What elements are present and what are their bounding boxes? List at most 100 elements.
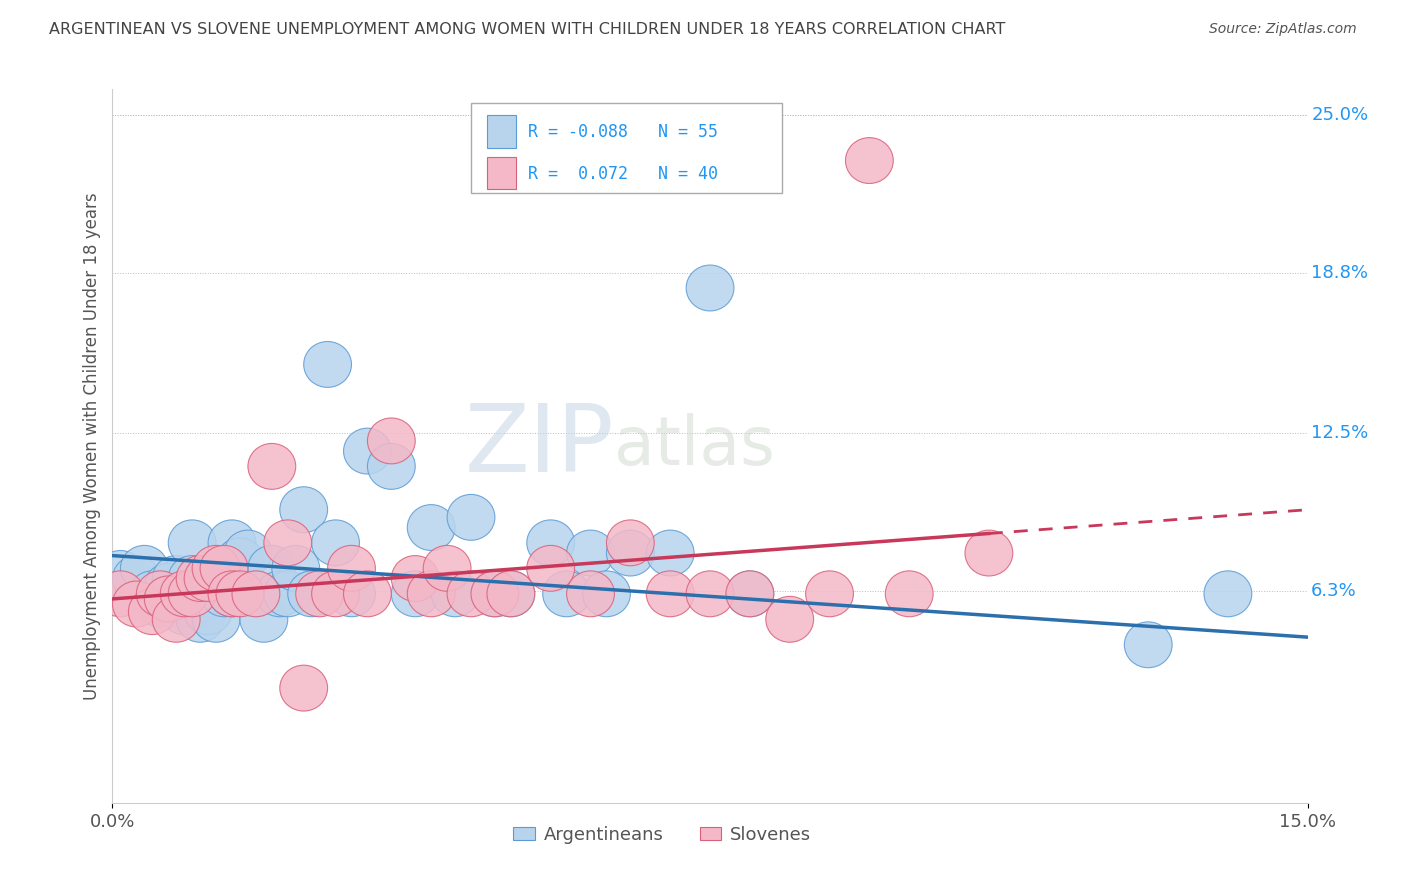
Ellipse shape	[725, 571, 773, 616]
Ellipse shape	[328, 545, 375, 591]
Text: R = -0.088   N = 55: R = -0.088 N = 55	[529, 123, 718, 141]
Ellipse shape	[128, 571, 176, 616]
Ellipse shape	[169, 556, 217, 601]
Ellipse shape	[312, 571, 360, 616]
Ellipse shape	[886, 571, 934, 616]
Ellipse shape	[766, 597, 814, 642]
Ellipse shape	[486, 571, 534, 616]
Ellipse shape	[606, 520, 654, 566]
Ellipse shape	[423, 545, 471, 591]
Text: 18.8%: 18.8%	[1312, 264, 1368, 282]
Ellipse shape	[128, 589, 176, 634]
Ellipse shape	[200, 571, 247, 616]
Ellipse shape	[160, 589, 208, 634]
Ellipse shape	[152, 597, 200, 642]
Ellipse shape	[367, 418, 415, 464]
Ellipse shape	[112, 581, 160, 627]
Ellipse shape	[112, 556, 160, 601]
FancyBboxPatch shape	[486, 157, 516, 189]
Ellipse shape	[152, 556, 200, 601]
Ellipse shape	[145, 576, 193, 622]
Ellipse shape	[152, 576, 200, 622]
Ellipse shape	[208, 520, 256, 566]
Ellipse shape	[280, 665, 328, 711]
Ellipse shape	[582, 571, 630, 616]
Ellipse shape	[169, 520, 217, 566]
Ellipse shape	[184, 589, 232, 634]
Y-axis label: Unemployment Among Women with Children Under 18 years: Unemployment Among Women with Children U…	[83, 192, 101, 700]
Ellipse shape	[232, 571, 280, 616]
Ellipse shape	[647, 530, 695, 576]
Ellipse shape	[160, 571, 208, 616]
Ellipse shape	[184, 556, 232, 601]
Ellipse shape	[208, 571, 256, 616]
Ellipse shape	[543, 571, 591, 616]
Ellipse shape	[176, 576, 224, 622]
Ellipse shape	[1125, 622, 1173, 668]
Ellipse shape	[200, 545, 247, 591]
Ellipse shape	[447, 571, 495, 616]
Ellipse shape	[527, 520, 575, 566]
Ellipse shape	[217, 571, 264, 616]
FancyBboxPatch shape	[471, 103, 782, 193]
Ellipse shape	[288, 571, 336, 616]
Ellipse shape	[97, 571, 145, 616]
Legend: Argentineans, Slovenes: Argentineans, Slovenes	[506, 819, 818, 851]
Ellipse shape	[193, 597, 240, 642]
Ellipse shape	[845, 137, 893, 184]
Ellipse shape	[806, 571, 853, 616]
Ellipse shape	[184, 571, 232, 616]
Ellipse shape	[136, 571, 184, 616]
Ellipse shape	[240, 597, 288, 642]
Ellipse shape	[343, 428, 391, 474]
Ellipse shape	[169, 571, 217, 616]
Ellipse shape	[271, 545, 319, 591]
Text: 6.3%: 6.3%	[1312, 582, 1357, 600]
Ellipse shape	[647, 571, 695, 616]
Ellipse shape	[408, 571, 456, 616]
Ellipse shape	[264, 571, 312, 616]
Ellipse shape	[391, 556, 439, 601]
Ellipse shape	[527, 545, 575, 591]
Ellipse shape	[686, 265, 734, 311]
Ellipse shape	[264, 520, 312, 566]
Ellipse shape	[1204, 571, 1251, 616]
Text: atlas: atlas	[614, 413, 775, 479]
Ellipse shape	[136, 581, 184, 627]
Ellipse shape	[193, 545, 240, 591]
Ellipse shape	[247, 545, 295, 591]
Ellipse shape	[295, 571, 343, 616]
Ellipse shape	[606, 530, 654, 576]
Ellipse shape	[280, 487, 328, 533]
Ellipse shape	[304, 342, 352, 387]
Ellipse shape	[471, 571, 519, 616]
Ellipse shape	[447, 494, 495, 541]
Ellipse shape	[224, 530, 271, 576]
Ellipse shape	[145, 563, 193, 609]
Ellipse shape	[471, 571, 519, 616]
Text: R =  0.072   N = 40: R = 0.072 N = 40	[529, 165, 718, 183]
Ellipse shape	[686, 571, 734, 616]
Ellipse shape	[247, 443, 295, 490]
Ellipse shape	[256, 571, 304, 616]
Ellipse shape	[312, 520, 360, 566]
Ellipse shape	[232, 571, 280, 616]
Ellipse shape	[567, 571, 614, 616]
Ellipse shape	[193, 556, 240, 601]
Text: 12.5%: 12.5%	[1312, 425, 1368, 442]
Text: ZIP: ZIP	[465, 400, 614, 492]
Ellipse shape	[328, 571, 375, 616]
Ellipse shape	[145, 581, 193, 627]
Ellipse shape	[343, 571, 391, 616]
Ellipse shape	[208, 571, 256, 616]
Ellipse shape	[432, 571, 479, 616]
Ellipse shape	[367, 443, 415, 490]
Ellipse shape	[176, 556, 224, 601]
Ellipse shape	[217, 556, 264, 601]
Ellipse shape	[169, 581, 217, 627]
Ellipse shape	[160, 571, 208, 616]
Ellipse shape	[176, 597, 224, 642]
Text: ARGENTINEAN VS SLOVENE UNEMPLOYMENT AMONG WOMEN WITH CHILDREN UNDER 18 YEARS COR: ARGENTINEAN VS SLOVENE UNEMPLOYMENT AMON…	[49, 22, 1005, 37]
Ellipse shape	[97, 550, 145, 597]
Ellipse shape	[391, 571, 439, 616]
